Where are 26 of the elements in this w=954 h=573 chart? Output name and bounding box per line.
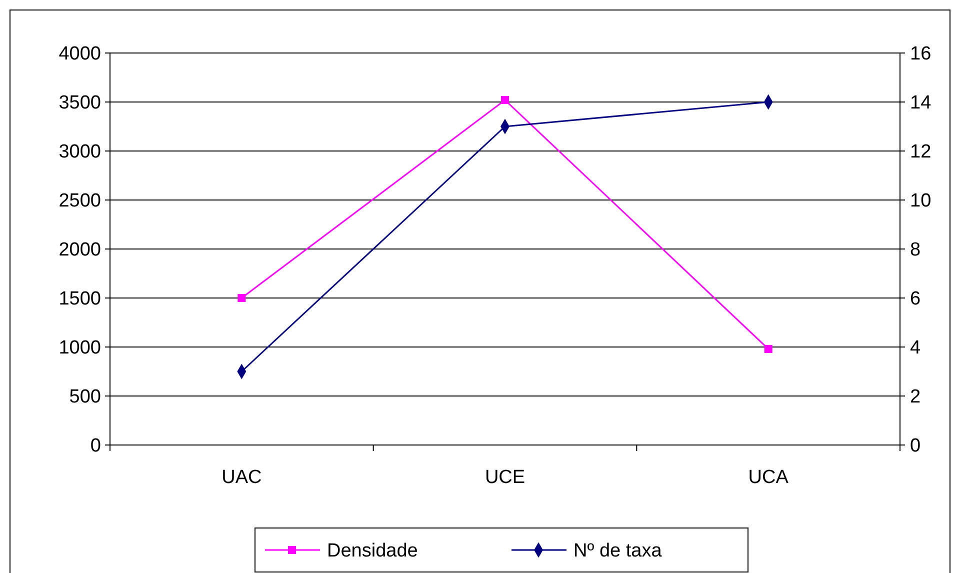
legend-label: Nº de taxa [574, 540, 662, 562]
y-tick-label: 3000 [58, 142, 101, 163]
y-tick-label: 1500 [58, 288, 101, 310]
point [764, 344, 772, 353]
y2-tick-label: 4 [910, 338, 921, 359]
x-tick-label: UCA [748, 467, 789, 488]
x-tick-label: UAC [222, 467, 262, 488]
y-tick-label: 4000 [58, 44, 101, 65]
y2-tick-label: 12 [910, 142, 932, 163]
x-tick-label: UCE [484, 467, 526, 488]
y-tick-label: 2000 [58, 240, 101, 261]
y2-tick-label: 2 [910, 386, 921, 408]
point [501, 96, 509, 104]
point [238, 294, 246, 302]
y2-tick-label: 6 [910, 288, 921, 310]
y-tick-label: 0 [90, 436, 101, 457]
y2-tick-label: 14 [910, 92, 932, 114]
y-tick-label: 3500 [58, 92, 101, 114]
y-tick-label: 2500 [58, 190, 101, 212]
y2-tick-label: 10 [910, 190, 932, 212]
y2-tick-label: 8 [910, 240, 921, 261]
y2-tick-label: 16 [910, 44, 932, 65]
y-tick-label: 1000 [58, 338, 101, 359]
legend-label: Densidade [327, 540, 418, 562]
y2-tick-label: 0 [910, 436, 921, 457]
y-tick-label: 500 [69, 386, 101, 408]
